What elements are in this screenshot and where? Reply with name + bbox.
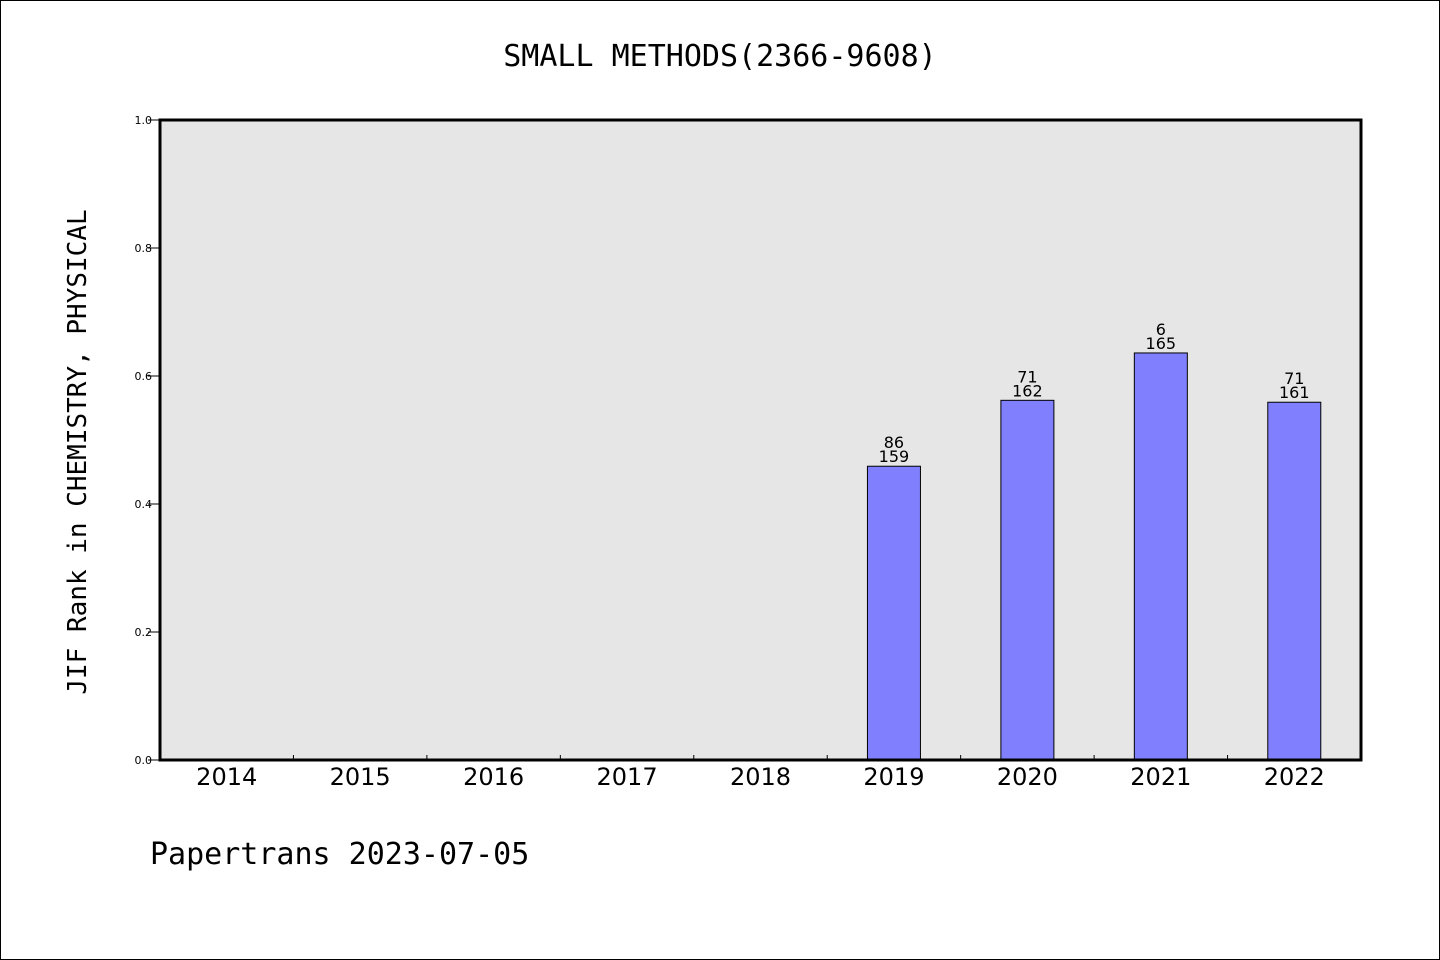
footer-text: Papertrans 2023-07-05 xyxy=(150,837,529,872)
bar-label-total: 159 xyxy=(879,447,910,466)
bar-2019 xyxy=(866,465,921,761)
x-tick-label: 2015 xyxy=(330,763,391,791)
x-tick-label: 2019 xyxy=(863,763,924,791)
y-tick-label: 0.2 xyxy=(135,626,153,639)
y-axis-label: JIF Rank in CHEMISTRY, PHYSICAL xyxy=(63,209,93,694)
x-tick-label: 2017 xyxy=(597,763,658,791)
plot-border xyxy=(158,118,1363,762)
x-tick-label: 2022 xyxy=(1264,763,1325,791)
y-tick-label: 0.0 xyxy=(135,754,153,767)
x-tick-label: 2016 xyxy=(463,763,524,791)
x-tick-label: 2020 xyxy=(997,763,1058,791)
y-tick-label: 0.4 xyxy=(135,498,153,511)
y-tick-label: 0.8 xyxy=(135,242,153,255)
bar-2021 xyxy=(1133,352,1188,761)
bar-2020 xyxy=(1000,399,1055,761)
x-tick-label: 2021 xyxy=(1130,763,1191,791)
bar-2022 xyxy=(1267,401,1322,761)
y-tick-label: 1.0 xyxy=(135,114,153,127)
x-axis: 2014 2015 2016 2017 2018 2019 2020 2021 2022 xyxy=(196,755,1325,791)
bar-label-total: 161 xyxy=(1279,383,1310,402)
bar-label-rank: 71 xyxy=(1017,367,1037,386)
chart-title: SMALL METHODS(2366-9608) xyxy=(503,39,936,74)
bar-label-rank: 86 xyxy=(884,433,904,452)
x-tick-label: 2018 xyxy=(730,763,791,791)
bar-label-rank: 6 xyxy=(1156,320,1166,339)
bar-label-rank: 71 xyxy=(1284,369,1304,388)
bar-label-total: 162 xyxy=(1012,381,1043,400)
y-axis: 0.0 0.2 0.4 0.6 0.8 1.0 xyxy=(135,114,160,767)
bar-label-total: 165 xyxy=(1146,334,1177,353)
y-tick-label: 0.6 xyxy=(135,370,153,383)
x-tick-label: 2014 xyxy=(196,763,257,791)
